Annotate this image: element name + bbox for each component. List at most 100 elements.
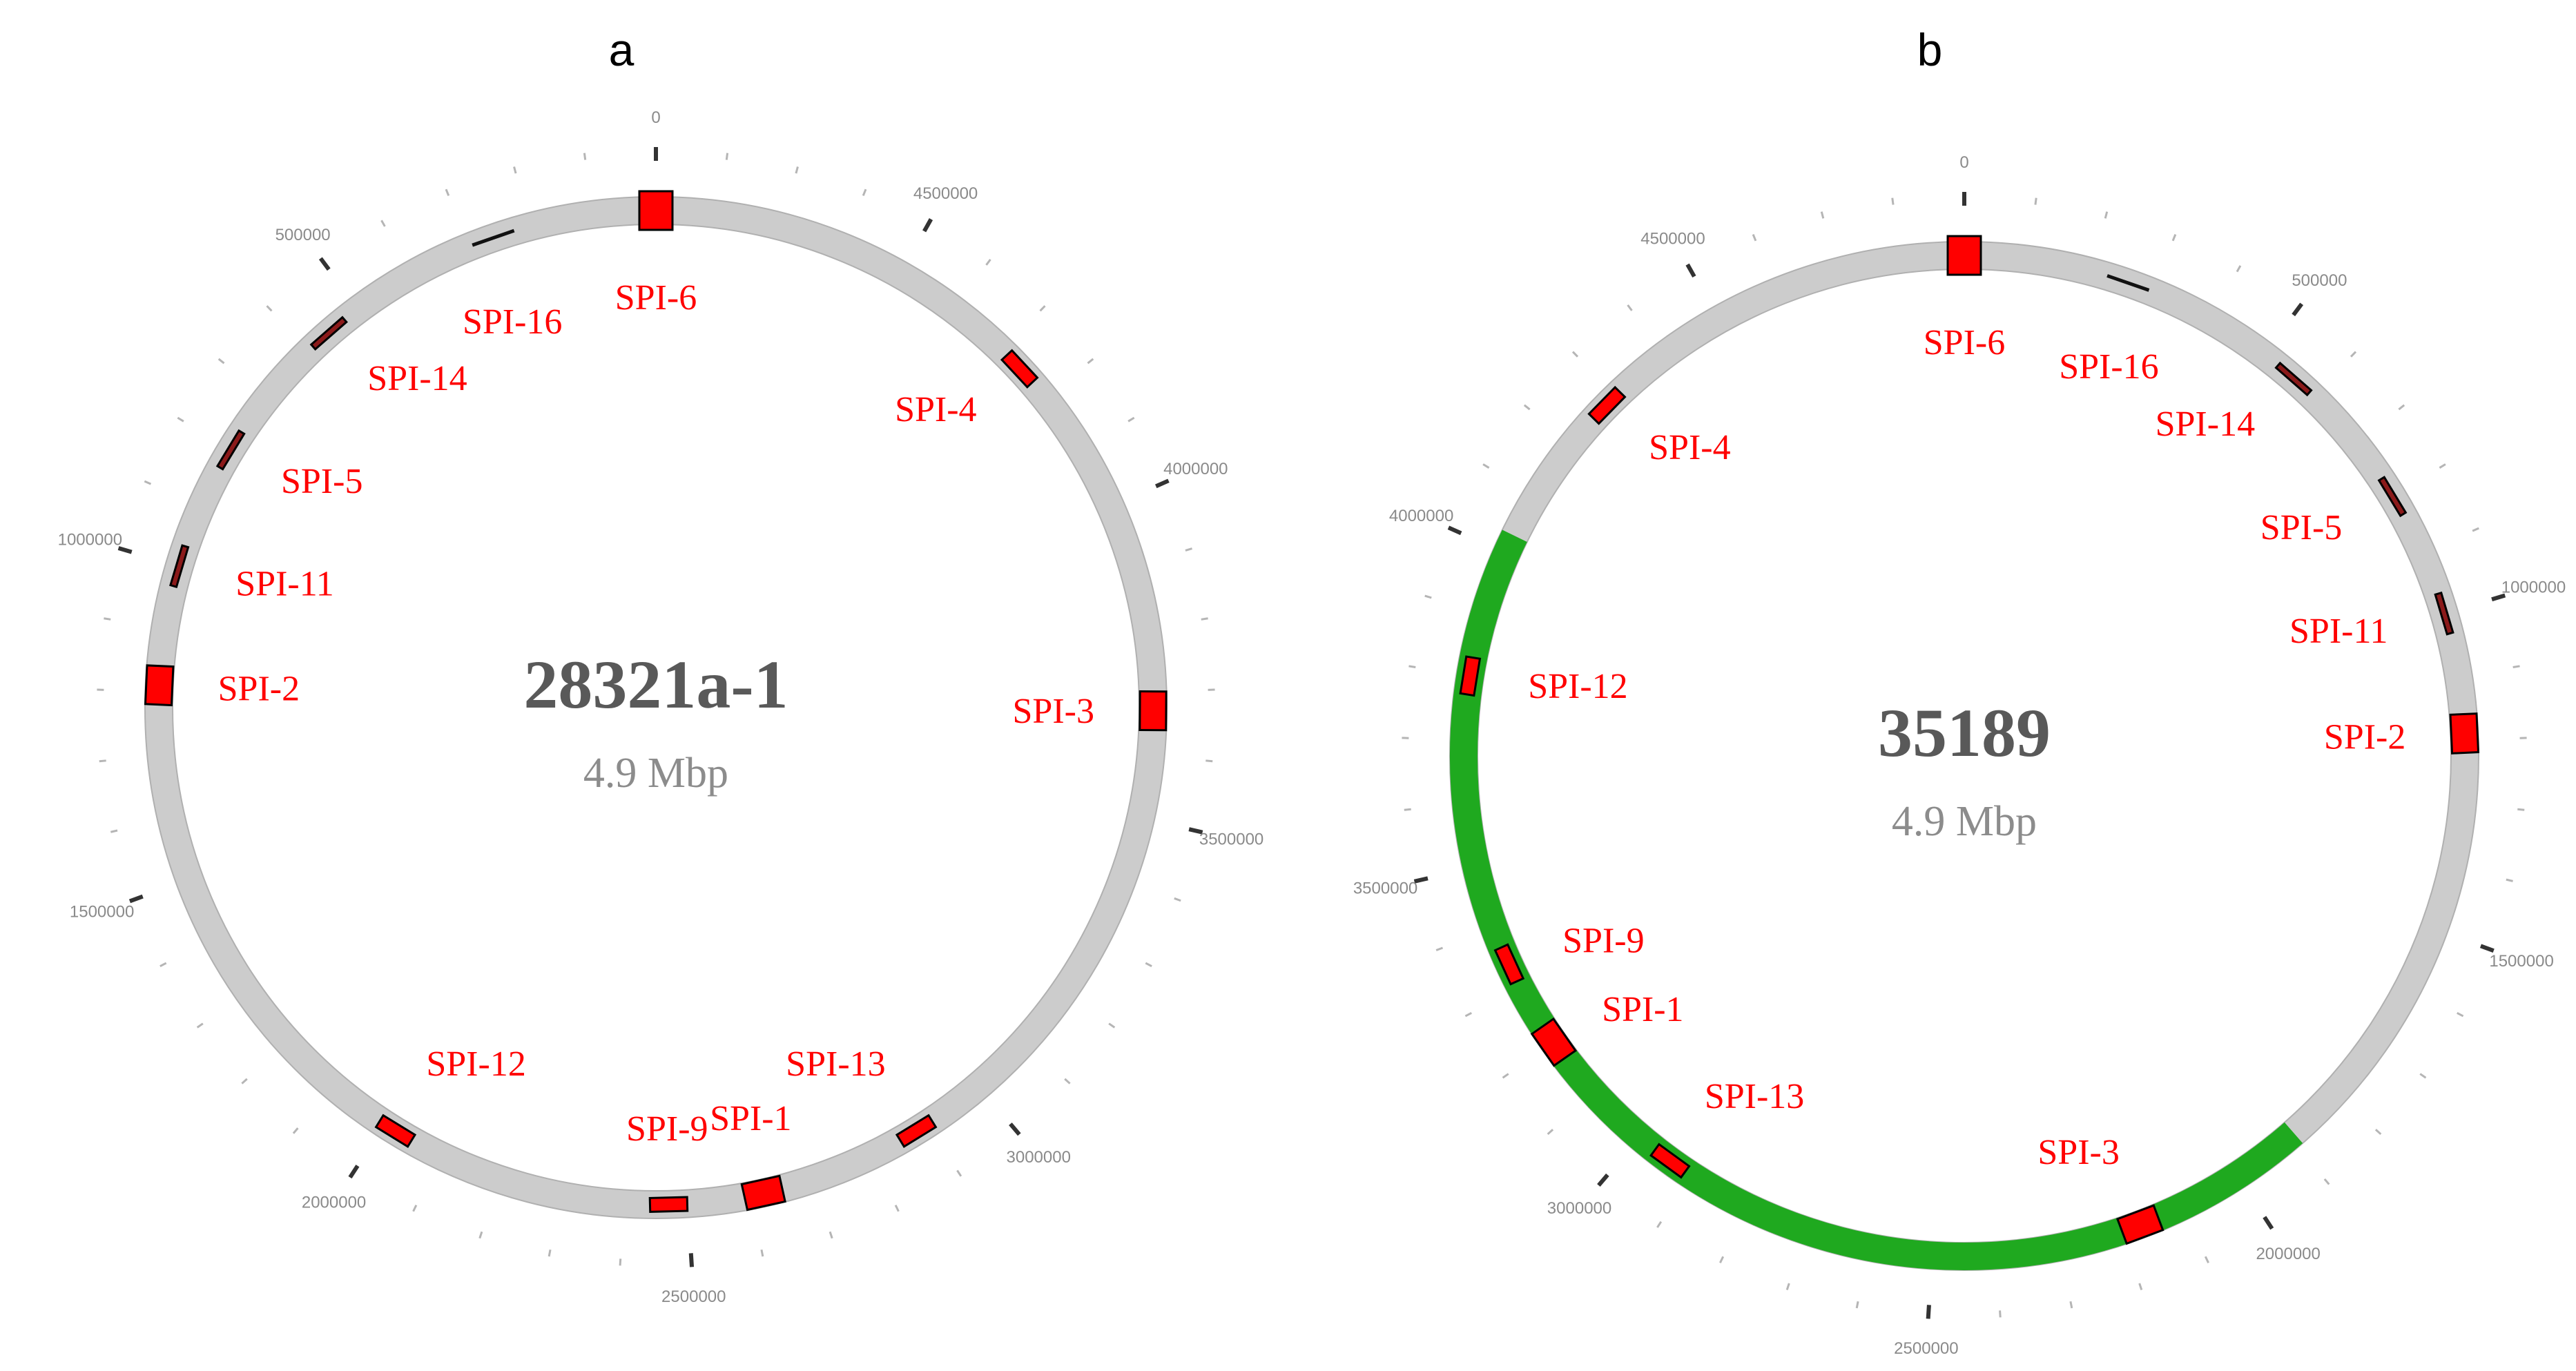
island-marker-spi-14 [309, 315, 348, 351]
major-tick [1447, 525, 1462, 536]
island-marker-spi-16 [472, 228, 515, 247]
major-tick [1155, 478, 1170, 489]
minor-tick [548, 1249, 552, 1257]
major-tick [2491, 593, 2506, 602]
minor-tick [1064, 1078, 1071, 1085]
tick-label: 1000000 [58, 531, 122, 550]
minor-tick [795, 166, 799, 174]
tick-label: 0 [651, 108, 660, 127]
island-label-spi-13: SPI-13 [1705, 1077, 1804, 1116]
major-tick [2292, 302, 2304, 317]
minor-tick [1145, 962, 1152, 967]
tick-label: 2000000 [2256, 1245, 2320, 1263]
minor-tick [2439, 463, 2446, 469]
major-tick [1188, 827, 1203, 835]
minor-tick [829, 1231, 833, 1239]
minor-tick [619, 1258, 622, 1266]
island-marker-spi-11 [169, 544, 190, 589]
island-label-spi-1: SPI-1 [1602, 990, 1683, 1029]
minor-tick [2069, 1301, 2073, 1309]
minor-tick [1571, 351, 1579, 358]
minor-tick [1039, 305, 1046, 312]
tick-label: 2500000 [661, 1287, 726, 1306]
minor-tick [1424, 594, 1432, 599]
island-marker-spi-1 [740, 1174, 786, 1212]
island-labels-a: SPI-6 SPI-16 SPI-14 SPI-5 SPI-11 SPI-2 SPI-12 S… [218, 278, 1094, 1149]
island-label-spi-4: SPI-4 [895, 390, 976, 429]
tick-label: 500000 [2292, 271, 2347, 290]
island-label-spi-1: SPI-1 [710, 1099, 791, 1138]
island-label-spi-2: SPI-2 [218, 670, 300, 709]
island-marker-spi-14 [2274, 361, 2313, 397]
tick-marks-a: 0 500000 1000000 1500000 2000000 2500000 30000… [58, 108, 1264, 1306]
minor-tick [1087, 358, 1094, 364]
minor-tick [2034, 197, 2037, 205]
island-label-spi-3: SPI-3 [2037, 1133, 2119, 1172]
minor-tick [2374, 1129, 2382, 1136]
island-label-spi-9: SPI-9 [626, 1109, 708, 1149]
island-label-spi-2: SPI-2 [2324, 717, 2405, 757]
island-marker-spi-2 [2449, 712, 2480, 755]
panel-letter-b: b [1917, 24, 1943, 75]
tick-label: 2000000 [302, 1194, 366, 1212]
tick-label: 3000000 [1547, 1199, 1611, 1218]
minor-tick [380, 220, 386, 227]
island-label-spi-13: SPI-13 [786, 1044, 885, 1084]
conserved-region-arc [1450, 529, 2303, 1270]
minor-tick [2323, 1178, 2330, 1185]
island-marker-spi-9 [648, 1196, 689, 1213]
major-tick [1597, 1173, 1609, 1187]
minor-tick [1523, 404, 1531, 411]
major-tick [128, 894, 144, 904]
genome-map-panel-a: a 0 500000 1000000 1500000 2000000 2500000 300… [58, 24, 1264, 1306]
island-label-spi-16: SPI-16 [2059, 347, 2158, 387]
major-tick [348, 1165, 360, 1179]
island-marker-spi-5 [215, 429, 246, 471]
minor-tick [1108, 1022, 1116, 1029]
major-tick [1685, 263, 1696, 278]
island-marker-spi-16 [2107, 274, 2150, 292]
tick-label: 3500000 [1199, 830, 1263, 848]
island-label-spi-12: SPI-12 [1528, 667, 1627, 706]
minor-tick [110, 829, 118, 833]
tick-label: 3000000 [1007, 1148, 1071, 1167]
minor-tick [241, 1078, 248, 1085]
islands-a [144, 190, 1168, 1213]
island-label-spi-5: SPI-5 [281, 462, 362, 501]
minor-tick [478, 1231, 483, 1239]
minor-tick [2398, 404, 2405, 411]
minor-tick [2419, 1073, 2427, 1079]
minor-tick [2104, 211, 2109, 219]
minor-tick [1820, 211, 1825, 219]
minor-tick [1502, 1073, 1509, 1079]
major-tick [1926, 1305, 1931, 1319]
island-marker-spi-12 [374, 1114, 417, 1149]
minor-tick [1656, 1221, 1663, 1228]
minor-tick [2517, 808, 2525, 811]
genome-size-a: 4.9 Mbp [583, 750, 728, 797]
minor-tick [2506, 878, 2513, 882]
minor-tick [217, 358, 225, 364]
minor-tick [1785, 1283, 1790, 1290]
minor-tick [1435, 946, 1444, 951]
minor-tick [2472, 527, 2479, 532]
minor-tick [2171, 233, 2177, 242]
minor-tick [1999, 1310, 2002, 1318]
tick-label: 4500000 [1640, 230, 1705, 249]
island-label-spi-5: SPI-5 [2260, 508, 2342, 547]
minor-tick [1185, 547, 1192, 552]
minor-tick [1547, 1129, 1554, 1136]
minor-tick [1201, 617, 1208, 621]
minor-tick [2457, 1012, 2464, 1018]
tick-label: 3500000 [1353, 879, 1417, 897]
minor-tick [177, 416, 184, 422]
island-label-spi-6: SPI-6 [615, 278, 697, 318]
minor-tick [1719, 1256, 1725, 1263]
major-tick [2263, 1216, 2274, 1230]
minor-tick [2512, 665, 2520, 669]
tick-label: 1000000 [2501, 578, 2566, 596]
minor-tick [1127, 416, 1135, 422]
tick-label: 4000000 [1163, 460, 1228, 478]
minor-tick [1174, 897, 1181, 902]
